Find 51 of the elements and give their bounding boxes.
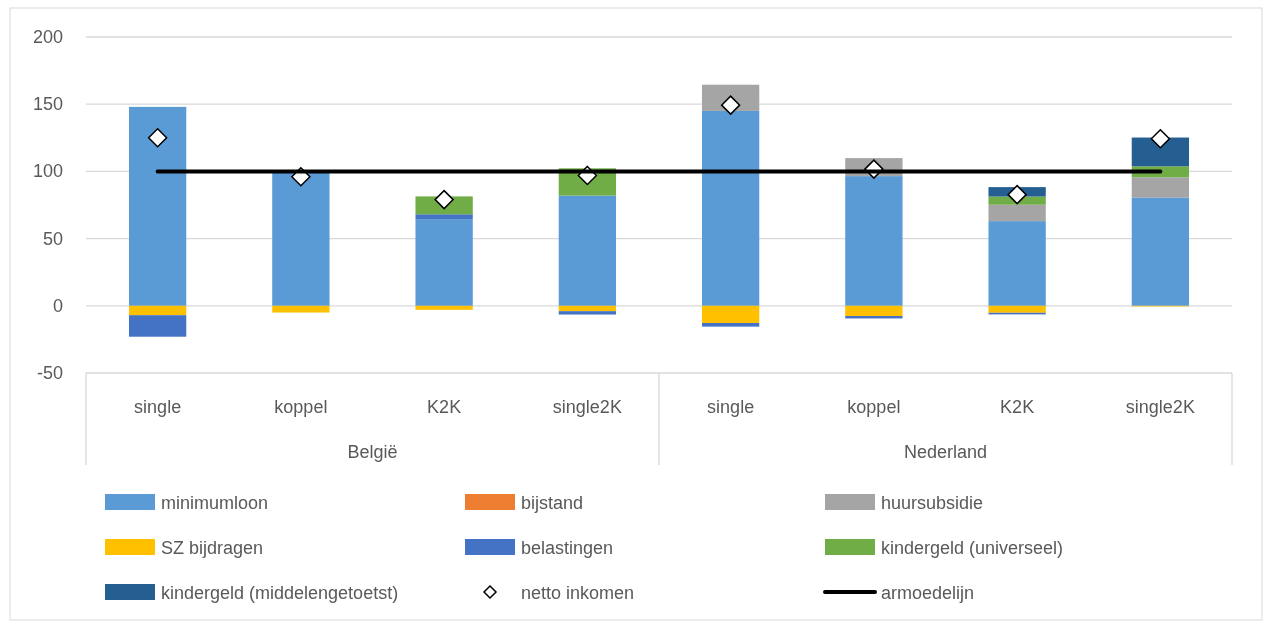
- bar: [988, 204, 1046, 222]
- bar: [128, 106, 187, 306]
- x-tick-label: single: [134, 397, 182, 417]
- y-tick-label: 150: [32, 94, 63, 115]
- x-tick-label: koppel: [274, 397, 328, 417]
- bar: [272, 171, 330, 306]
- bar: [272, 305, 330, 313]
- x-tick-label: single: [707, 397, 755, 417]
- legend-label: bijstand: [521, 493, 584, 513]
- text: Nederland: [903, 442, 988, 462]
- bar: [1131, 177, 1190, 198]
- bar: [558, 195, 617, 306]
- bar: [415, 305, 473, 310]
- bar: [128, 305, 187, 316]
- point: [1007, 184, 1027, 205]
- y-tick-label: 100: [32, 161, 63, 182]
- y-tick-label: -50: [36, 363, 63, 383]
- bar: [988, 221, 1046, 306]
- legend-label: netto inkomen: [521, 583, 635, 603]
- legend-label: minimumloon: [161, 493, 269, 513]
- bar: [988, 305, 1046, 313]
- x-tick-label: single2K: [1125, 397, 1195, 417]
- legend-label: armoedelijn: [881, 583, 975, 603]
- x-tick-label: K2K: [427, 397, 462, 417]
- bar: [415, 214, 473, 220]
- bar: [701, 305, 760, 323]
- legend-label: huursubsidie: [881, 493, 984, 513]
- y-tick-label: 50: [42, 228, 63, 249]
- bar: [845, 176, 903, 306]
- x-tick-label: single2K: [552, 397, 622, 417]
- text: België: [347, 442, 398, 462]
- bar: [558, 311, 617, 315]
- point: [1150, 128, 1171, 149]
- bar: [1131, 197, 1190, 306]
- x-tick-label: koppel: [847, 397, 901, 417]
- legend-label: belastingen: [521, 538, 614, 558]
- bar: [701, 110, 760, 306]
- legend-label: SZ bijdragen: [161, 538, 264, 558]
- point: [434, 189, 454, 210]
- bar: [701, 323, 760, 327]
- legend-label: kindergeld (universeel): [881, 538, 1064, 558]
- bar: [558, 305, 617, 312]
- point: [147, 128, 168, 148]
- bar: [845, 305, 903, 317]
- bar: [128, 315, 187, 337]
- legend-label: kindergeld (middelengetoetst): [161, 583, 399, 603]
- y-tick-label: 0: [52, 295, 63, 316]
- bar: [415, 219, 473, 306]
- x-tick-label: K2K: [1000, 397, 1035, 417]
- y-tick-label: 200: [32, 27, 63, 47]
- bar: [1131, 137, 1190, 167]
